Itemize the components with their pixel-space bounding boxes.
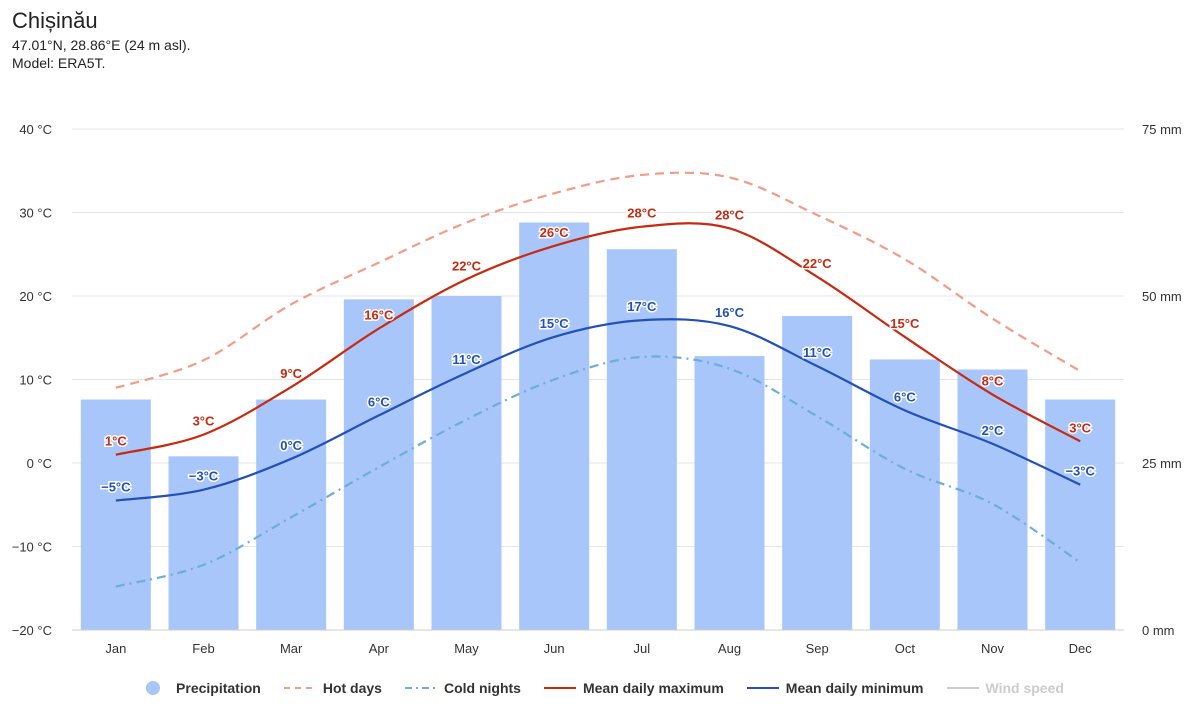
precipitation-legend-icon [146, 681, 161, 695]
mean-max-legend-icon [543, 687, 576, 689]
max-temp-label: 16°C [364, 308, 394, 323]
min-temp-label: 0°C [280, 438, 302, 453]
precipitation-bar [782, 316, 853, 630]
x-tick-label: Aug [718, 641, 741, 656]
legend-item-mean-daily-minimum[interactable]: Mean daily minimum [746, 680, 924, 696]
model-text: Model: ERA5T. [12, 55, 106, 71]
coordinates-text: 47.01°N, 28.86°E (24 m asl). [12, 37, 191, 53]
precipitation-bar [431, 296, 502, 630]
legend-item-precipitation[interactable]: Precipitation [136, 680, 261, 696]
legend-label: Precipitation [176, 680, 261, 696]
min-temp-label: −3°C [1065, 464, 1095, 479]
y-right-tick-label: 25 mm [1142, 456, 1182, 471]
x-tick-label: Oct [895, 641, 916, 656]
precipitation-bar [869, 359, 940, 630]
legend-label: Hot days [322, 680, 382, 696]
y-left-tick-label: 30 °C [19, 206, 52, 221]
cold-nights-legend-icon [404, 687, 437, 689]
min-temp-label: 2°C [982, 423, 1004, 438]
min-temp-label: 16°C [715, 305, 745, 320]
precipitation-bar [957, 369, 1028, 630]
y-left-tick-label: 20 °C [19, 289, 52, 304]
max-temp-label: 3°C [193, 414, 215, 429]
max-temp-label: 22°C [803, 256, 833, 271]
y-left-tick-label: −20 °C [12, 623, 52, 638]
precipitation-bar [606, 249, 677, 631]
legend-item-wind-speed[interactable]: Wind speed [946, 680, 1064, 696]
x-tick-label: Jul [634, 641, 651, 656]
legend-item-hot-days[interactable]: Hot days [283, 680, 382, 696]
min-temp-label: 6°C [368, 394, 390, 409]
max-temp-label: 3°C [1069, 420, 1091, 435]
x-tick-label: Mar [280, 641, 303, 656]
y-left-tick-label: 10 °C [19, 373, 52, 388]
chart-header: Chișinău 47.01°N, 28.86°E (24 m asl). Mo… [12, 6, 191, 72]
legend-label: Mean daily maximum [582, 680, 724, 696]
x-tick-label: Dec [1069, 641, 1093, 656]
y-left-tick-label: −10 °C [12, 540, 52, 555]
climate-chart: −20 °C −10 °C 0 °C 10 °C 20 °C 30 °C 40 °C 0 mm… [12, 122, 1182, 656]
precipitation-bar [256, 399, 327, 630]
x-tick-label: Apr [369, 641, 390, 656]
min-temp-label: −3°C [189, 469, 219, 484]
x-tick-label: Nov [981, 641, 1005, 656]
legend-label: Mean daily minimum [785, 680, 924, 696]
min-temp-label: 11°C [452, 352, 481, 367]
hot-days-legend-icon [283, 687, 316, 689]
min-temp-label: 15°C [540, 316, 570, 331]
max-temp-label: 22°C [452, 258, 482, 273]
legend-label: Cold nights [443, 680, 521, 696]
max-temp-label: 28°C [627, 206, 657, 221]
max-temp-label: 9°C [280, 366, 302, 381]
legend-item-mean-daily-maximum[interactable]: Mean daily maximum [543, 680, 724, 696]
y-right-tick-label: 75 mm [1142, 122, 1182, 137]
wind-speed-legend-icon [946, 687, 979, 689]
mean-daily-max-line [115, 222, 1081, 456]
max-temp-label: 26°C [540, 225, 570, 240]
min-temp-label: 6°C [894, 389, 916, 404]
max-temp-label: 1°C [105, 434, 127, 449]
legend: Precipitation Hot days Cold nights Mean … [0, 676, 1200, 700]
precipitation-bar [1045, 399, 1116, 630]
y-right-tick-label: 50 mm [1142, 289, 1182, 304]
x-tick-label: Jun [544, 641, 565, 656]
max-temp-label: 28°C [715, 207, 745, 222]
x-tick-label: Jan [105, 641, 126, 656]
mean-daily-min-line [115, 318, 1081, 502]
precipitation-bar [519, 222, 590, 630]
mean-min-legend-icon [746, 687, 779, 689]
legend-item-cold-nights[interactable]: Cold nights [404, 680, 521, 696]
precipitation-bar [694, 356, 765, 630]
x-tick-label: Sep [806, 641, 829, 656]
location-title: Chișinău [12, 8, 98, 33]
y-left-tick-label: 40 °C [19, 122, 52, 137]
hot-days-line [115, 171, 1081, 389]
max-temp-label: 8°C [982, 374, 1004, 389]
x-tick-label: Feb [192, 641, 214, 656]
y-left-tick-label: 0 °C [27, 456, 52, 471]
precipitation-bar [343, 299, 414, 630]
y-right-tick-label: 0 mm [1142, 623, 1175, 638]
min-temp-label: −5°C [101, 480, 131, 495]
x-tick-label: May [454, 641, 479, 656]
min-temp-label: 17°C [627, 299, 657, 314]
legend-label: Wind speed [985, 680, 1064, 696]
precipitation-bar [168, 456, 239, 630]
max-temp-label: 15°C [890, 316, 920, 331]
precipitation-bar [80, 399, 151, 630]
min-temp-label: 11°C [803, 345, 832, 360]
